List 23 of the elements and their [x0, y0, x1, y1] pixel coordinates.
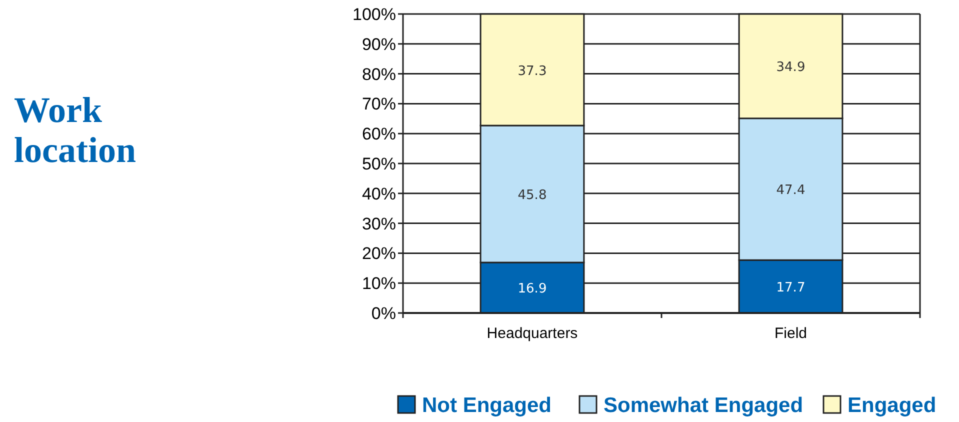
y-tick-label: 10% — [362, 274, 396, 294]
legend-label: Not Engaged — [422, 394, 552, 417]
y-tick-label: 70% — [362, 94, 396, 114]
text: Work location — [14, 90, 136, 170]
y-tick-label: 30% — [362, 214, 396, 234]
y-tick-label: 40% — [362, 184, 396, 204]
y-tick-label: 60% — [362, 124, 396, 144]
legend-label: Engaged — [848, 394, 936, 417]
data-label: 17.7 — [776, 280, 806, 296]
data-label: 16.9 — [518, 282, 547, 297]
data-label: 47.4 — [776, 183, 806, 198]
y-tick-label: 20% — [362, 244, 396, 264]
data-label: 34.9 — [776, 60, 806, 76]
x-tick-label: Field — [774, 325, 808, 342]
y-tick-label: 80% — [362, 64, 396, 84]
data-label: 45.8 — [518, 188, 547, 203]
y-tick-label: 90% — [362, 34, 396, 54]
y-tick-label: 50% — [362, 154, 396, 174]
y-tick-label: 100% — [352, 5, 396, 24]
y-tick-label: 0% — [371, 304, 396, 323]
legend-label: Somewhat Engaged — [604, 394, 804, 417]
data-label: 37.3 — [518, 64, 547, 79]
x-tick-label: Headquarters — [486, 325, 578, 342]
